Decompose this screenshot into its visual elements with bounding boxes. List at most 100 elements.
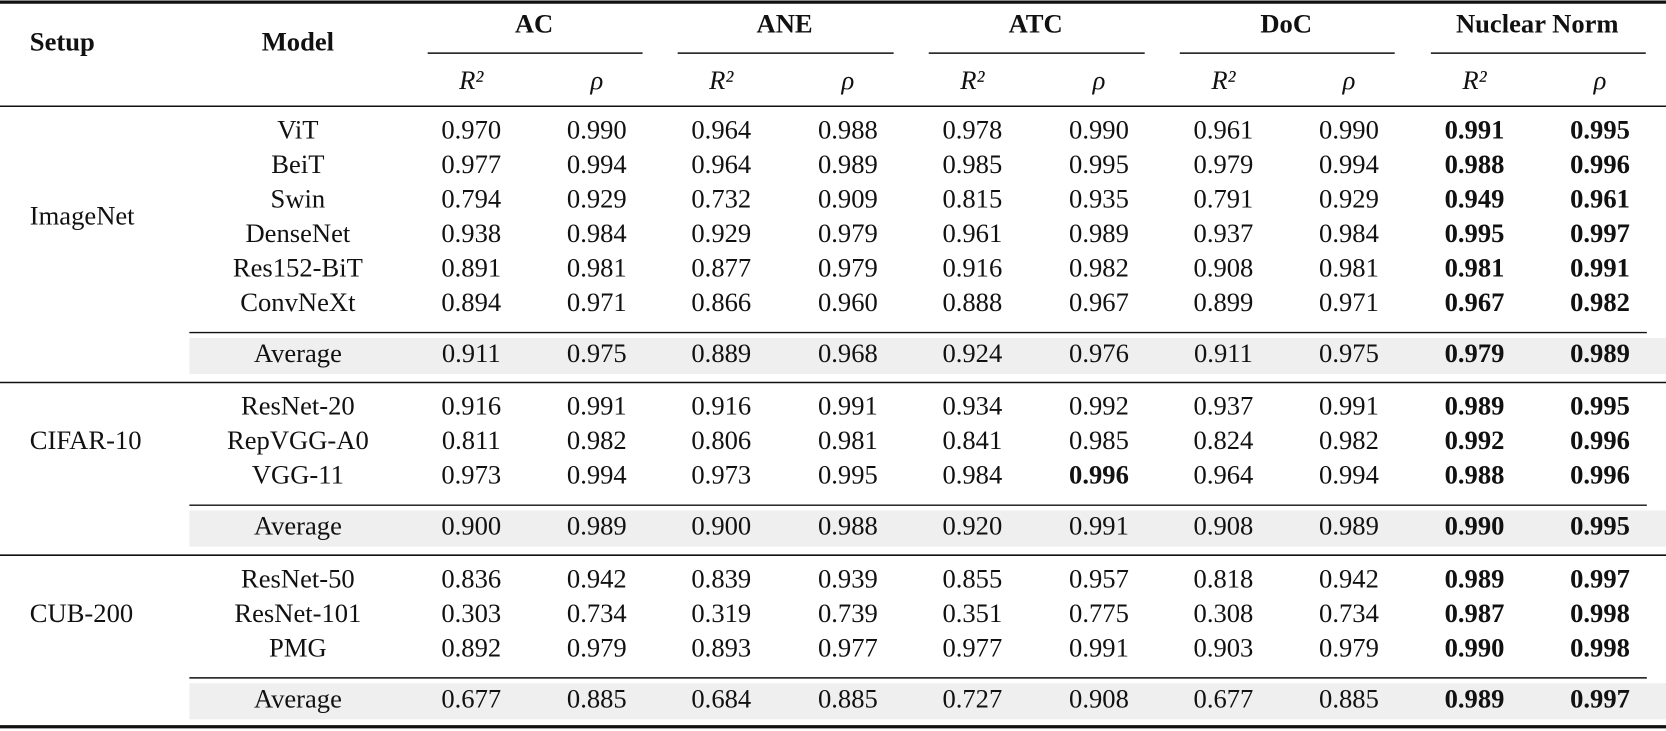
cell-value: 0.968 [818,338,878,368]
cell-value: 0.937 [1194,218,1254,248]
cell-value: 0.977 [441,149,501,179]
cell-value: 0.989 [567,511,627,541]
cell-value: 0.979 [818,253,878,283]
cell-value: 0.979 [1319,632,1379,662]
cell-value: 0.891 [441,253,501,283]
cell-value: 0.815 [942,183,1002,213]
cell-value: 0.975 [567,338,627,368]
cell-value: 0.920 [942,511,1002,541]
sub-header: ρ [589,65,603,95]
model-name: VGG-11 [252,460,344,490]
cell-value: 0.934 [942,391,1002,421]
cell-value: 0.996 [1570,460,1630,490]
cell-value: 0.990 [567,114,627,144]
cell-value: 0.998 [1570,598,1630,628]
cell-value: 0.991 [567,391,627,421]
cell-value: 0.979 [1194,149,1254,179]
cell-value: 0.989 [1570,338,1630,368]
cell-value: 0.989 [1319,511,1379,541]
sub-header: ρ [1342,65,1356,95]
cell-value: 0.982 [1069,253,1129,283]
sub-header: R² [959,65,985,95]
cell-value: 0.900 [691,511,751,541]
cell-value: 0.727 [942,683,1002,713]
cell-value: 0.981 [818,425,878,455]
cell-value: 0.967 [1445,287,1505,317]
model-name: PMG [269,632,327,662]
sub-header: R² [708,65,734,95]
cell-value: 0.824 [1194,425,1254,455]
cell-value: 0.960 [818,287,878,317]
cell-value: 0.989 [818,149,878,179]
cell-value: 0.961 [942,218,1002,248]
cell-value: 0.734 [567,598,627,628]
cell-value: 0.995 [818,460,878,490]
cell-value: 0.964 [1194,460,1254,490]
cell-value: 0.970 [441,114,501,144]
cell-value: 0.990 [1445,511,1505,541]
sub-header: R² [458,65,484,95]
cell-value: 0.991 [1069,511,1129,541]
cell-value: 0.806 [691,425,751,455]
cell-value: 0.997 [1570,683,1630,713]
cell-value: 0.989 [1069,218,1129,248]
cell-value: 0.964 [691,149,751,179]
cell-value: 0.811 [442,425,501,455]
cell-value: 0.841 [942,425,1002,455]
model-name: Average [254,683,342,713]
cell-value: 0.984 [942,460,1002,490]
cell-value: 0.984 [567,218,627,248]
cell-value: 0.303 [441,598,501,628]
cell-value: 0.889 [691,338,751,368]
cell-value: 0.794 [441,183,501,213]
cell-value: 0.885 [1319,683,1379,713]
cell-value: 0.990 [1445,632,1505,662]
cell-value: 0.308 [1194,598,1254,628]
cell-value: 0.991 [1570,253,1630,283]
cell-value: 0.937 [1194,391,1254,421]
model-name: ResNet-101 [234,598,361,628]
cell-value: 0.977 [818,632,878,662]
cell-value: 0.957 [1069,563,1129,593]
cell-value: 0.900 [441,511,501,541]
cell-value: 0.909 [818,183,878,213]
cell-value: 0.964 [691,114,751,144]
sub-header: ρ [1092,65,1106,95]
cell-value: 0.988 [818,511,878,541]
cell-value: 0.991 [1069,632,1129,662]
cell-value: 0.911 [1194,338,1253,368]
cell-value: 0.916 [942,253,1002,283]
group-header: ANE [757,9,813,39]
cell-value: 0.995 [1570,511,1630,541]
cell-value: 0.836 [441,563,501,593]
cell-value: 0.984 [1319,218,1379,248]
cell-value: 0.995 [1445,218,1505,248]
cell-value: 0.908 [1194,253,1254,283]
header-setup: Setup [30,27,95,57]
cell-value: 0.996 [1570,149,1630,179]
group-header: Nuclear Norm [1456,9,1619,39]
cell-value: 0.988 [1445,460,1505,490]
cell-value: 0.319 [691,598,751,628]
model-name: Average [254,338,342,368]
cell-value: 0.990 [1069,114,1129,144]
cell-value: 0.732 [691,183,751,213]
cell-value: 0.982 [1570,287,1630,317]
cell-value: 0.988 [1445,149,1505,179]
cell-value: 0.998 [1570,632,1630,662]
cell-value: 0.991 [1319,391,1379,421]
model-name: ConvNeXt [240,287,356,317]
cell-value: 0.961 [1194,114,1254,144]
model-name: Swin [271,183,326,213]
cell-value: 0.997 [1570,218,1630,248]
cell-value: 0.967 [1069,287,1129,317]
cell-value: 0.971 [1319,287,1379,317]
cell-value: 0.979 [1445,338,1505,368]
cell-value: 0.677 [1194,683,1254,713]
cell-value: 0.775 [1069,598,1129,628]
cell-value: 0.995 [1069,149,1129,179]
cell-value: 0.924 [942,338,1002,368]
cell-value: 0.877 [691,253,751,283]
cell-value: 0.994 [567,460,627,490]
